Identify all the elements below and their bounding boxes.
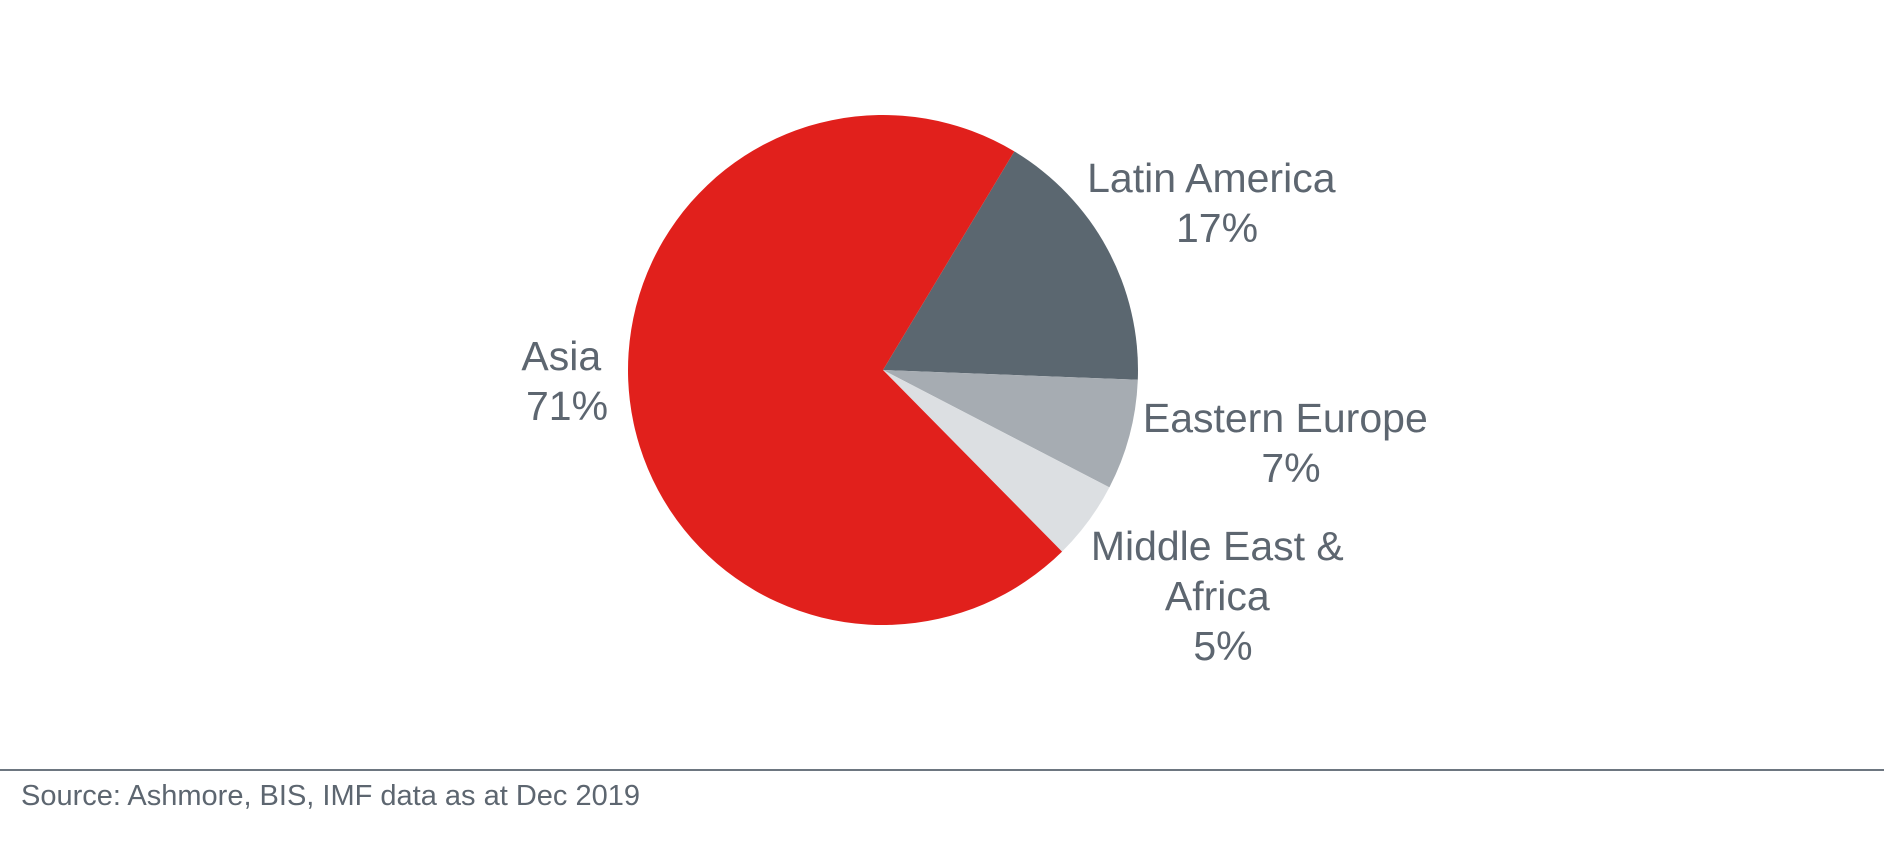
label-asia-value: 71% — [526, 383, 608, 429]
label-eastern-europe-value: 7% — [1261, 445, 1320, 491]
label-middle-east-africa: Middle East & Africa 5% — [1091, 523, 1355, 669]
label-latin-america-value: 17% — [1176, 205, 1258, 251]
label-middle-east-africa-value: 5% — [1193, 623, 1252, 669]
label-middle-east-africa-line2: Africa — [1165, 573, 1270, 619]
source-note: Source: Ashmore, BIS, IMF data as at Dec… — [21, 780, 640, 812]
slice-labels: Latin America 17% Eastern Europe 7% Midd… — [521, 155, 1439, 669]
label-middle-east-africa-line1: Middle East & — [1091, 523, 1344, 569]
label-eastern-europe-name: Eastern Europe — [1143, 395, 1428, 441]
slice-asia — [628, 115, 1063, 626]
label-asia: Asia 71% — [521, 333, 612, 429]
pie-slices — [628, 115, 1138, 626]
label-asia-name: Asia — [521, 333, 601, 379]
label-latin-america: Latin America 17% — [1087, 155, 1347, 251]
footer-divider — [0, 769, 1884, 771]
label-eastern-europe: Eastern Europe 7% — [1143, 395, 1439, 491]
slice-eastern-europe — [883, 370, 1138, 488]
slice-latin-america — [883, 151, 1138, 380]
slice-middle-east-africa — [883, 370, 1110, 552]
label-latin-america-name: Latin America — [1087, 155, 1336, 201]
